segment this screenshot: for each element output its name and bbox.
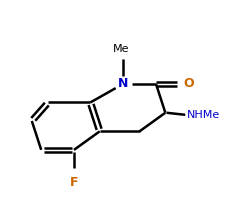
Text: NHMe: NHMe (187, 110, 220, 120)
Text: N: N (118, 77, 128, 90)
Text: F: F (70, 176, 78, 189)
Text: O: O (183, 77, 194, 90)
Text: Me: Me (113, 44, 129, 54)
